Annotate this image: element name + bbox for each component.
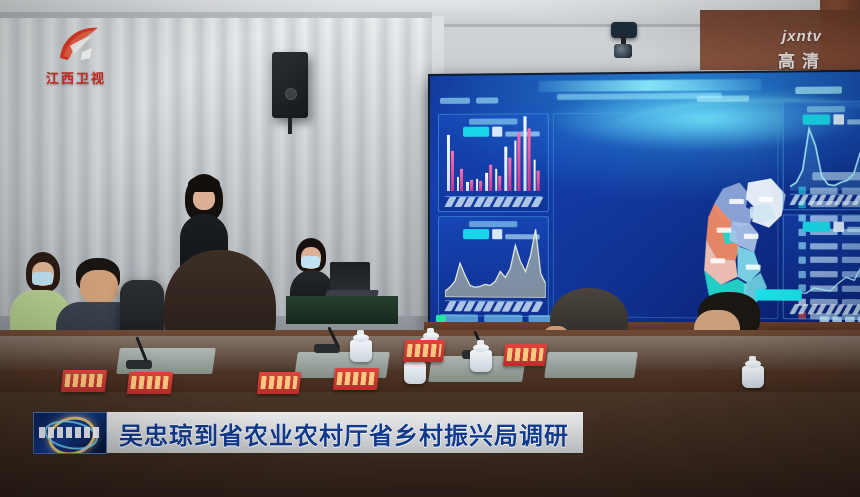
microphone-base [126,360,152,369]
tea-cup [404,352,426,384]
desk-pad [544,352,638,378]
face-mask [301,256,320,268]
kpi-chip [802,221,830,232]
jiangxi-swoosh-icon [60,27,98,60]
hd-label-text: 高清 [778,52,826,71]
dashboard-nav-item-1[interactable] [439,97,471,104]
tea-cup [742,356,764,388]
camera-lens-icon [614,44,632,58]
name-placard [402,340,446,362]
line-panel-top-right[interactable] [782,100,860,211]
microphone-base [314,344,340,353]
name-placard [332,368,380,390]
tea-cup [350,330,372,362]
line-axis-ticks [789,194,860,207]
line2-axis-ticks [789,303,860,317]
speaker-cone [285,88,297,100]
face-mask [32,272,53,285]
hd-brand-text: jxntv [781,28,822,45]
area-chart [444,223,546,298]
kpi-value [832,221,844,232]
camera-stem [621,36,626,46]
wood-wall-top [700,10,860,70]
tea-cup [470,340,492,372]
program-badge [33,412,107,454]
hd-watermark: jxntv 高清 [758,28,846,72]
curtain-rod [0,12,432,18]
presenter-face [193,188,215,210]
speaker-mount [288,118,292,134]
lower-third: 吴忠琼到省农业农村厅省乡村振兴局调研 [33,412,583,454]
program-badge-text [39,427,101,438]
headline-text: 吴忠琼到省农业农村厅省乡村振兴局调研 [119,422,569,450]
operator-desk [286,296,398,324]
line-panel-header [807,106,845,113]
laptop[interactable] [330,262,370,292]
area-axis-ticks [444,301,543,314]
dashboard-nav-item-4[interactable] [795,86,842,95]
line-panel-bottom-right[interactable] [782,214,860,320]
name-placard [256,372,302,394]
kpi-label [846,226,860,233]
name-placard [502,344,548,366]
dashboard-title [538,78,762,93]
area-panel-left[interactable] [437,216,549,318]
headline-bar: 吴忠琼到省农业农村厅省乡村振兴局调研 [107,412,583,453]
ceiling-camera [611,22,637,38]
wall-speaker [272,52,308,118]
bar-axis-ticks [444,196,543,209]
bar-panel[interactable] [437,113,549,213]
name-placard [126,372,174,394]
line-chart [790,114,860,191]
bar-chart [446,116,540,191]
dashboard-nav-item-3[interactable] [696,95,750,102]
channel-logo: 江西卫视 [28,24,124,90]
dashboard-nav-item-2[interactable] [476,97,499,104]
presenter-hair-fringe [188,176,220,192]
line2-panel-kpi [802,221,860,233]
name-placard [60,370,108,392]
channel-logo-text: 江西卫视 [45,71,106,86]
attendee-face [80,270,118,304]
